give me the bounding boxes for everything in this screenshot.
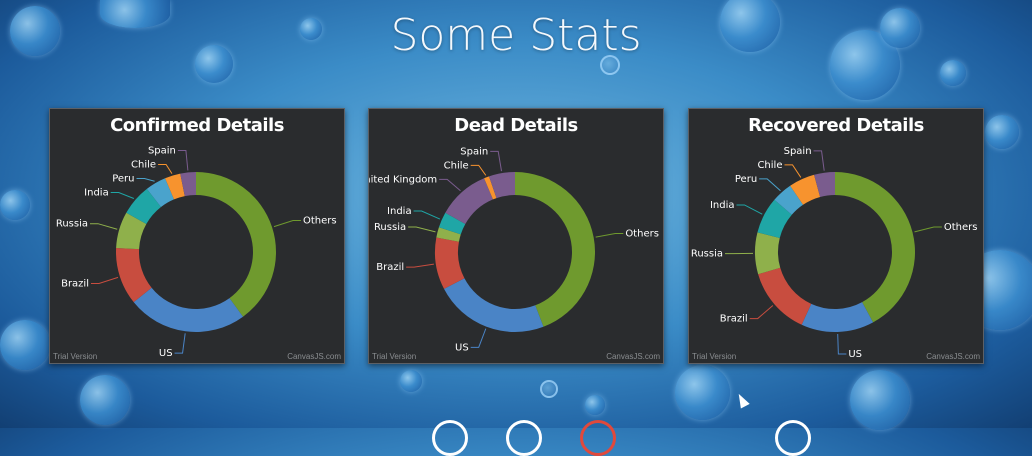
background-virus: [850, 370, 910, 430]
slice-label: Chile: [757, 160, 782, 171]
slice-label: Brazil: [720, 314, 748, 325]
slice-label: Spain: [460, 146, 488, 157]
label-connector: [175, 333, 186, 353]
background-virus: [80, 375, 130, 425]
label-connector: [414, 211, 440, 219]
slice-label: Russia: [56, 219, 88, 230]
carousel-dot[interactable]: [775, 420, 811, 456]
label-connector: [596, 234, 624, 238]
slice-label: Brazil: [61, 279, 89, 290]
slice-brazil[interactable]: [758, 268, 811, 325]
slice-label: Others: [303, 215, 337, 226]
carousel-dot[interactable]: [432, 420, 468, 456]
label-connector: [838, 334, 847, 354]
slice-label: Chile: [131, 160, 156, 171]
slice-label: India: [84, 188, 109, 199]
background-virus: [675, 365, 730, 420]
slice-label: Others: [625, 229, 659, 240]
slice-label: US: [848, 349, 862, 360]
trial-version-label: Trial Version: [372, 352, 416, 361]
label-connector: [91, 277, 118, 283]
background-virus: [0, 320, 50, 370]
label-connector: [750, 306, 773, 319]
slice-label: US: [455, 342, 469, 353]
trial-version-label: Trial Version: [53, 352, 97, 361]
background-virus: [940, 60, 966, 86]
page-title: Some Stats: [0, 10, 1032, 61]
background-virus: [400, 370, 422, 392]
label-connector: [759, 179, 780, 191]
slice-label: India: [387, 206, 412, 217]
slice-label: Spain: [148, 146, 176, 157]
dead-doughnut-chart: Others Spain Chile United Kingdom India Russi…: [369, 109, 663, 363]
mouse-cursor-icon: [734, 391, 749, 408]
background-virus: [540, 380, 558, 398]
background-virus: [0, 190, 30, 220]
label-connector: [406, 264, 434, 267]
slice-label: India: [710, 200, 735, 211]
slice-label: Brazil: [376, 262, 404, 273]
background-virus: [985, 115, 1019, 149]
slice-others[interactable]: [196, 172, 276, 317]
slice-label: Peru: [112, 174, 134, 185]
canvasjs-credit-link[interactable]: CanvasJS.com: [926, 352, 980, 361]
label-connector: [471, 329, 486, 348]
label-connector: [814, 151, 825, 171]
slice-others[interactable]: [835, 172, 915, 322]
carousel-dot-active[interactable]: [580, 420, 616, 456]
slice-label: Peru: [735, 174, 757, 185]
label-connector: [439, 179, 460, 190]
label-connector: [274, 220, 301, 226]
slice-russia[interactable]: [755, 232, 780, 274]
canvasjs-credit-link[interactable]: CanvasJS.com: [287, 352, 341, 361]
slice-label: Russia: [691, 249, 723, 260]
label-connector: [137, 179, 155, 182]
label-connector: [90, 224, 117, 230]
slice-others[interactable]: [515, 172, 595, 327]
label-connector: [111, 193, 134, 199]
label-connector: [914, 227, 941, 232]
label-connector: [471, 165, 486, 175]
trial-version-label: Trial Version: [692, 352, 736, 361]
label-connector: [490, 151, 501, 171]
slice-label: Spain: [784, 146, 812, 157]
slice-us[interactable]: [444, 278, 543, 332]
background-virus: [585, 395, 605, 415]
label-connector: [737, 205, 763, 214]
label-connector: [408, 227, 435, 232]
slice-us[interactable]: [134, 288, 243, 332]
slice-label: Russia: [374, 222, 406, 233]
slice-label: United Kingdom: [369, 174, 437, 185]
carousel-dot[interactable]: [506, 420, 542, 456]
slice-us[interactable]: [802, 302, 873, 332]
slice-label: US: [159, 348, 173, 359]
dead-chart-card: Dead Details OthersSpainChileUnited King…: [368, 108, 664, 364]
label-connector: [158, 165, 172, 174]
slice-label: Others: [944, 222, 978, 233]
canvasjs-credit-link[interactable]: CanvasJS.com: [606, 352, 660, 361]
label-connector: [178, 151, 188, 171]
label-connector: [784, 165, 800, 178]
slice-label: Chile: [444, 160, 469, 171]
